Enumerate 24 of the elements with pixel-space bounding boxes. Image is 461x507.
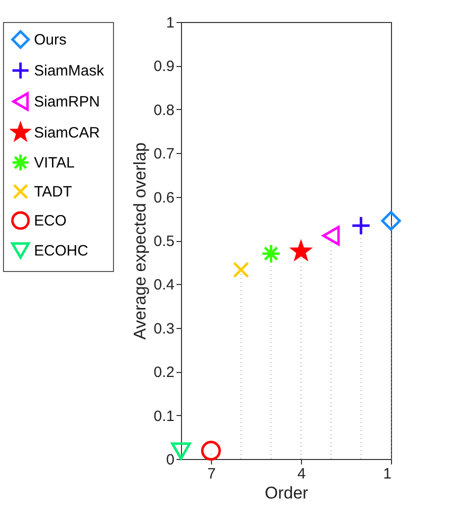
y-tick-label: 0.9 <box>154 58 174 76</box>
legend-label: SiamCAR <box>34 124 100 142</box>
legend-label: ECO <box>34 212 67 230</box>
y-axis-title: Average expected overlap <box>130 142 150 340</box>
y-tick-label: 0.5 <box>154 233 174 250</box>
legend-label: SiamMask <box>34 62 105 80</box>
y-tick-label: 0 <box>166 452 174 468</box>
legend-label: TADT <box>34 184 72 200</box>
y-tick-label: 0.4 <box>154 276 174 294</box>
y-tick-label: 1 <box>166 14 174 32</box>
x-tick-label: 1 <box>383 466 392 482</box>
y-tick-label: 0.3 <box>154 320 174 338</box>
y-tick-label: 0.6 <box>154 189 174 206</box>
x-tick-label: 4 <box>297 466 306 482</box>
y-tick-label: 0.7 <box>154 146 174 163</box>
legend-label: SiamRPN <box>34 94 100 110</box>
y-tick-label: 0.8 <box>154 102 174 119</box>
y-tick-label: 0.1 <box>154 408 174 425</box>
legend-label: Ours <box>34 32 67 48</box>
x-axis-title: Order <box>264 484 309 502</box>
legend-label: ECOHC <box>34 242 88 260</box>
x-tick-label: 7 <box>207 466 216 482</box>
y-tick-label: 0.2 <box>154 364 174 382</box>
legend-label: VITAL <box>34 154 75 172</box>
